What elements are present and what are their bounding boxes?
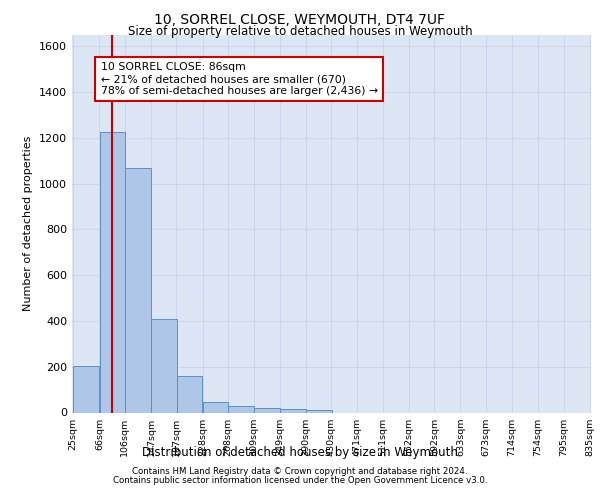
- Text: Size of property relative to detached houses in Weymouth: Size of property relative to detached ho…: [128, 25, 472, 38]
- Text: Contains public sector information licensed under the Open Government Licence v3: Contains public sector information licen…: [113, 476, 487, 485]
- Bar: [151, 318, 177, 412]
- Text: 10 SORREL CLOSE: 86sqm
← 21% of detached houses are smaller (670)
78% of semi-de: 10 SORREL CLOSE: 86sqm ← 21% of detached…: [101, 62, 378, 96]
- Bar: [280, 409, 305, 412]
- Bar: [254, 408, 280, 412]
- Text: 10, SORREL CLOSE, WEYMOUTH, DT4 7UF: 10, SORREL CLOSE, WEYMOUTH, DT4 7UF: [155, 12, 445, 26]
- Bar: [100, 132, 125, 412]
- Bar: [306, 410, 332, 412]
- Bar: [125, 168, 151, 412]
- Bar: [228, 406, 254, 412]
- Bar: [176, 376, 202, 412]
- Bar: [73, 366, 99, 412]
- Bar: [203, 402, 229, 412]
- Text: Contains HM Land Registry data © Crown copyright and database right 2024.: Contains HM Land Registry data © Crown c…: [132, 467, 468, 476]
- Y-axis label: Number of detached properties: Number of detached properties: [23, 136, 34, 312]
- Text: Distribution of detached houses by size in Weymouth: Distribution of detached houses by size …: [142, 446, 458, 459]
